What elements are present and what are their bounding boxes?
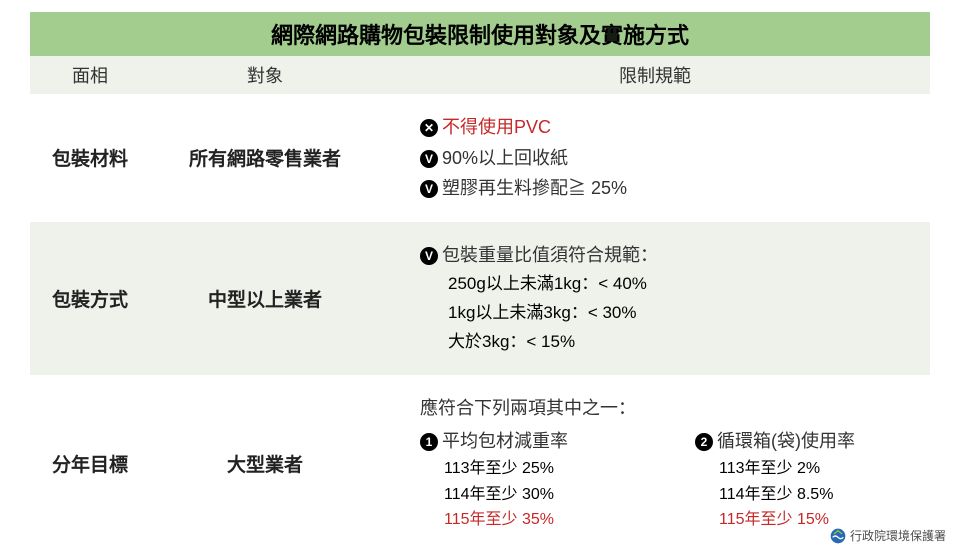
row2-aspect: 包裝方式 (30, 285, 150, 312)
target-sub: 115年至少 35% (420, 507, 655, 533)
number-1-icon: 1 (420, 433, 438, 451)
number-2-icon: 2 (695, 433, 713, 451)
target-sub: 114年至少 30% (420, 482, 655, 508)
rule-text: 90%以上回收紙 (442, 148, 568, 168)
two-column-targets: 1平均包材減重率 113年至少 25% 114年至少 30% 115年至少 35… (420, 426, 930, 533)
x-icon: ✕ (420, 119, 438, 137)
header-rules: 限制規範 (380, 62, 930, 88)
table-row: 分年目標 大型業者 應符合下列兩項其中之一： 1平均包材減重率 113年至少 2… (30, 375, 930, 551)
rule-sub: 大於3kg：< 15% (420, 328, 930, 357)
rule-item: V塑膠再生料摻配≧ 25% (420, 173, 930, 204)
rule-text: 塑膠再生料摻配≧ 25% (442, 178, 627, 198)
table-title: 網際網路購物包裝限制使用對象及實施方式 (30, 12, 930, 56)
rule-heading: 應符合下列兩項其中之一： (420, 393, 930, 424)
target-title: 2循環箱(袋)使用率 (695, 426, 930, 457)
row2-rules: V包裝重量比值須符合規範： 250g以上未滿1kg：< 40% 1kg以上未滿3… (380, 240, 930, 357)
rule-item: V包裝重量比值須符合規範： (420, 240, 930, 271)
target-title: 1平均包材減重率 (420, 426, 655, 457)
rule-item: ✕不得使用PVC (420, 112, 930, 143)
check-icon: V (420, 180, 438, 198)
row3-rules: 應符合下列兩項其中之一： 1平均包材減重率 113年至少 25% 114年至少 … (380, 393, 930, 533)
rule-sub: 250g以上未滿1kg：< 40% (420, 270, 930, 299)
row3-target: 大型業者 (150, 450, 380, 477)
rule-heading: 包裝重量比值須符合規範： (442, 245, 658, 265)
table-row: 包裝材料 所有網路零售業者 ✕不得使用PVC V90%以上回收紙 V塑膠再生料摻… (30, 94, 930, 222)
row2-target: 中型以上業者 (150, 285, 380, 312)
row1-rules: ✕不得使用PVC V90%以上回收紙 V塑膠再生料摻配≧ 25% (380, 112, 930, 204)
row1-aspect: 包裝材料 (30, 144, 150, 171)
footer-text: 行政院環境保護署 (850, 527, 946, 544)
rule-text: 不得使用PVC (442, 117, 551, 137)
check-icon: V (420, 150, 438, 168)
target-right: 2循環箱(袋)使用率 113年至少 2% 114年至少 8.5% 115年至少 … (695, 426, 930, 533)
target-sub: 113年至少 25% (420, 456, 655, 482)
table-header-row: 面相 對象 限制規範 (30, 56, 930, 94)
target-sub: 114年至少 8.5% (695, 482, 930, 508)
rule-sub: 1kg以上未滿3kg：< 30% (420, 299, 930, 328)
table-container: 網際網路購物包裝限制使用對象及實施方式 面相 對象 限制規範 包裝材料 所有網路… (30, 12, 930, 551)
target-sub: 113年至少 2% (695, 456, 930, 482)
table-row: 包裝方式 中型以上業者 V包裝重量比值須符合規範： 250g以上未滿1kg：< … (30, 222, 930, 375)
header-target: 對象 (150, 62, 380, 88)
epa-logo-icon (830, 528, 846, 544)
header-aspect: 面相 (30, 62, 150, 88)
row3-aspect: 分年目標 (30, 450, 150, 477)
footer-attribution: 行政院環境保護署 (830, 527, 946, 544)
check-icon: V (420, 247, 438, 265)
target-left: 1平均包材減重率 113年至少 25% 114年至少 30% 115年至少 35… (420, 426, 655, 533)
rule-item: V90%以上回收紙 (420, 143, 930, 174)
row1-target: 所有網路零售業者 (150, 144, 380, 171)
